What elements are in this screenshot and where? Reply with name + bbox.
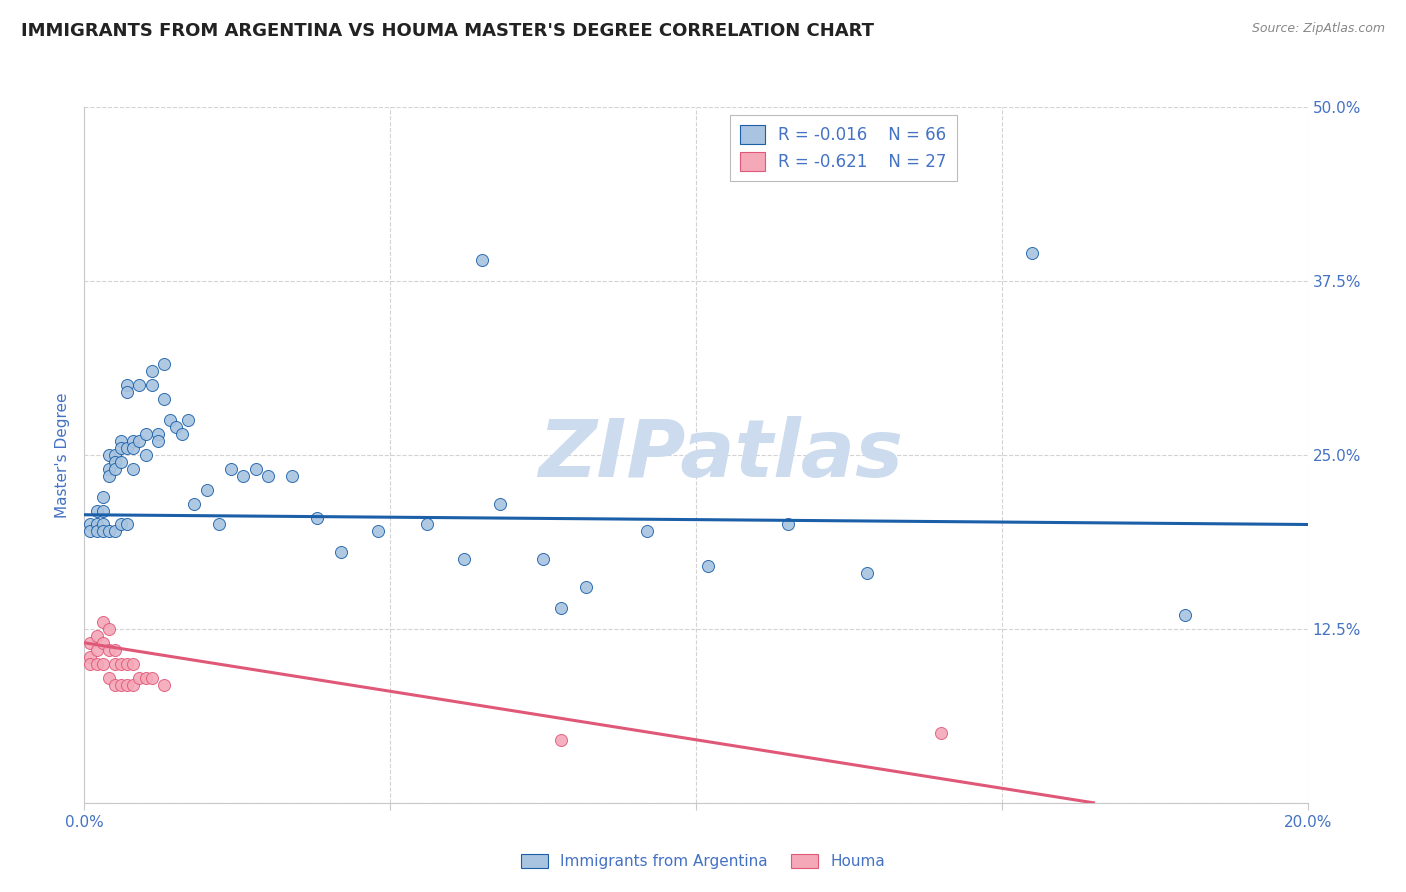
Point: [104, 657, 127, 671]
Point: [550, 601, 572, 615]
Point: [86, 657, 108, 671]
Point: [110, 441, 132, 455]
Point: [232, 468, 254, 483]
Point: [128, 434, 150, 448]
Point: [115, 657, 138, 671]
Text: ZIPatlas: ZIPatlas: [538, 416, 903, 494]
Point: [453, 552, 475, 566]
Y-axis label: Master's Degree: Master's Degree: [55, 392, 70, 517]
Point: [471, 253, 494, 268]
Point: [97, 448, 120, 462]
Point: [141, 378, 163, 392]
Point: [141, 364, 163, 378]
Point: [86, 503, 108, 517]
Point: [91, 524, 114, 539]
Point: [183, 497, 205, 511]
Point: [697, 559, 720, 574]
Point: [110, 434, 132, 448]
Point: [146, 434, 169, 448]
Point: [86, 524, 108, 539]
Point: [128, 378, 150, 392]
Point: [79, 524, 101, 539]
Point: [367, 524, 389, 539]
Point: [153, 677, 176, 691]
Point: [97, 468, 120, 483]
Legend: R = -0.016    N = 66, R = -0.621    N = 27: R = -0.016 N = 66, R = -0.621 N = 27: [730, 115, 956, 181]
Point: [122, 462, 145, 476]
Point: [86, 642, 108, 657]
Point: [86, 629, 108, 643]
Point: [177, 413, 200, 427]
Point: [79, 657, 101, 671]
Text: IMMIGRANTS FROM ARGENTINA VS HOUMA MASTER'S DEGREE CORRELATION CHART: IMMIGRANTS FROM ARGENTINA VS HOUMA MASTE…: [21, 22, 875, 40]
Point: [141, 671, 163, 685]
Point: [416, 517, 439, 532]
Point: [91, 615, 114, 629]
Point: [91, 503, 114, 517]
Point: [115, 677, 138, 691]
Point: [172, 427, 194, 442]
Point: [159, 413, 181, 427]
Point: [110, 517, 132, 532]
Point: [79, 517, 101, 532]
Point: [122, 441, 145, 455]
Point: [153, 392, 176, 407]
Point: [489, 497, 512, 511]
Point: [856, 566, 879, 581]
Point: [153, 358, 176, 372]
Point: [115, 378, 138, 392]
Point: [135, 671, 157, 685]
Point: [115, 517, 138, 532]
Point: [122, 657, 145, 671]
Point: [776, 517, 799, 532]
Point: [91, 636, 114, 650]
Point: [146, 427, 169, 442]
Point: [636, 524, 658, 539]
Point: [115, 441, 138, 455]
Point: [305, 510, 328, 524]
Point: [330, 545, 353, 559]
Point: [165, 420, 187, 434]
Point: [97, 622, 120, 636]
Point: [128, 671, 150, 685]
Point: [110, 455, 132, 469]
Point: [79, 636, 101, 650]
Point: [97, 671, 120, 685]
Point: [575, 580, 598, 594]
Point: [257, 468, 280, 483]
Point: [1021, 246, 1043, 260]
Point: [104, 524, 127, 539]
Point: [86, 517, 108, 532]
Text: Source: ZipAtlas.com: Source: ZipAtlas.com: [1251, 22, 1385, 36]
Legend: Immigrants from Argentina, Houma: Immigrants from Argentina, Houma: [515, 848, 891, 875]
Point: [104, 448, 127, 462]
Point: [104, 462, 127, 476]
Point: [135, 448, 157, 462]
Point: [97, 642, 120, 657]
Point: [550, 733, 572, 747]
Point: [135, 427, 157, 442]
Point: [245, 462, 267, 476]
Point: [79, 649, 101, 664]
Point: [91, 517, 114, 532]
Point: [1174, 607, 1197, 622]
Point: [122, 677, 145, 691]
Point: [219, 462, 242, 476]
Point: [104, 677, 127, 691]
Point: [208, 517, 231, 532]
Point: [281, 468, 304, 483]
Point: [531, 552, 554, 566]
Point: [929, 726, 952, 740]
Point: [115, 385, 138, 400]
Point: [91, 490, 114, 504]
Point: [110, 657, 132, 671]
Point: [104, 642, 127, 657]
Point: [97, 524, 120, 539]
Point: [91, 657, 114, 671]
Point: [122, 434, 145, 448]
Point: [97, 462, 120, 476]
Point: [110, 677, 132, 691]
Point: [195, 483, 218, 497]
Point: [104, 455, 127, 469]
